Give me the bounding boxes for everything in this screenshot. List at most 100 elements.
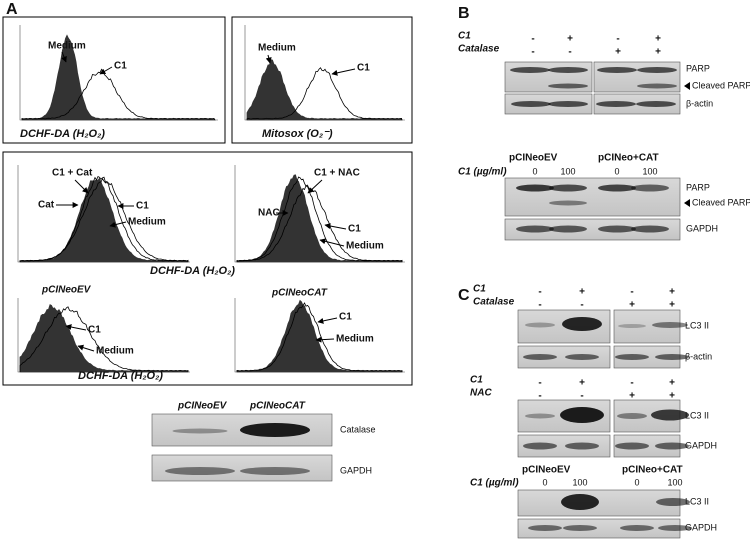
band (651, 409, 689, 421)
band (655, 354, 689, 360)
label: + (669, 378, 675, 389)
band (510, 67, 550, 73)
label: - (538, 378, 541, 389)
arrowhead (684, 199, 690, 207)
label: 0 (542, 477, 547, 487)
arrow (77, 344, 95, 352)
label: GAPDH (686, 223, 718, 233)
band (523, 354, 557, 360)
label: Cleaved PARP (692, 197, 750, 207)
label: GAPDH (685, 522, 717, 532)
band (549, 184, 587, 192)
label: + (669, 391, 675, 402)
label: A (6, 1, 18, 18)
band (655, 442, 689, 450)
label: C1 (357, 63, 370, 74)
label: - (531, 34, 534, 45)
band (548, 67, 588, 73)
label: + (579, 378, 585, 389)
band (525, 413, 555, 419)
label: LC3 II (685, 320, 709, 330)
band (596, 101, 636, 107)
band (637, 83, 677, 89)
label: - (616, 34, 619, 45)
label: + (615, 47, 621, 58)
band (636, 101, 676, 107)
label: pCINeoEV (509, 153, 558, 164)
band (549, 200, 587, 206)
arrow (65, 324, 87, 331)
label: DCHF-DA (H₂O₂) (78, 370, 163, 382)
label: pCINeoCAT (271, 288, 328, 299)
label: C1 (114, 61, 127, 72)
label: - (568, 47, 571, 58)
label: + (579, 287, 585, 298)
band (523, 442, 557, 450)
label: - (580, 300, 583, 311)
band (656, 498, 690, 506)
label: 100 (667, 477, 682, 487)
arrow (315, 336, 335, 343)
label: pCINeo+CAT (622, 465, 683, 476)
blot (517, 345, 611, 369)
histogram-outline (246, 67, 403, 121)
label: C1 (458, 31, 471, 42)
histogram-filled (246, 59, 403, 121)
label: - (630, 378, 633, 389)
band (658, 525, 692, 531)
label: C1 + Cat (52, 168, 93, 179)
band (516, 225, 554, 233)
label: C1 (473, 284, 486, 295)
label: Medium (336, 334, 374, 345)
band (631, 184, 669, 192)
label: GAPDH (685, 440, 717, 450)
box (2, 16, 226, 144)
band (618, 324, 646, 328)
band (562, 317, 602, 331)
label: C1 + NAC (314, 168, 360, 179)
label: β-actin (686, 98, 713, 108)
blot (504, 218, 681, 241)
band (172, 428, 228, 434)
label: β-actin (685, 351, 712, 361)
arrowhead (684, 82, 690, 90)
label: B (458, 5, 470, 22)
label: pCINeo+CAT (598, 153, 659, 164)
label: + (655, 47, 661, 58)
histogram-outline (21, 68, 216, 121)
label: pCINeoEV (177, 401, 228, 412)
label: DCHF-DA (H₂O₂) (150, 265, 235, 277)
label: 0 (532, 166, 537, 176)
band (615, 442, 649, 450)
label: + (669, 287, 675, 298)
histogram-filled (19, 304, 189, 373)
band (620, 525, 654, 531)
band (598, 225, 636, 233)
label: C1 (µg/ml) (470, 478, 519, 489)
arrow (317, 317, 338, 324)
label: pCINeoEV (41, 285, 92, 296)
label: Medium (48, 41, 86, 52)
band (511, 101, 551, 107)
histogram-outline (19, 177, 189, 262)
plot-axes (19, 25, 218, 121)
label: + (629, 300, 635, 311)
label: PARP (686, 63, 710, 73)
label: Catalase (473, 297, 515, 308)
label: C (458, 287, 470, 304)
band (615, 354, 649, 360)
band (560, 407, 604, 423)
label: C1 (µg/ml) (458, 167, 507, 178)
band (549, 225, 587, 233)
label: GAPDH (340, 465, 372, 475)
label: 100 (572, 477, 587, 487)
band (240, 467, 310, 475)
band (548, 83, 588, 89)
arrow (307, 179, 323, 194)
label: Medium (346, 241, 384, 252)
label: - (538, 391, 541, 402)
label: Medium (128, 217, 166, 228)
label: C1 (348, 224, 361, 235)
arrow (99, 66, 113, 75)
